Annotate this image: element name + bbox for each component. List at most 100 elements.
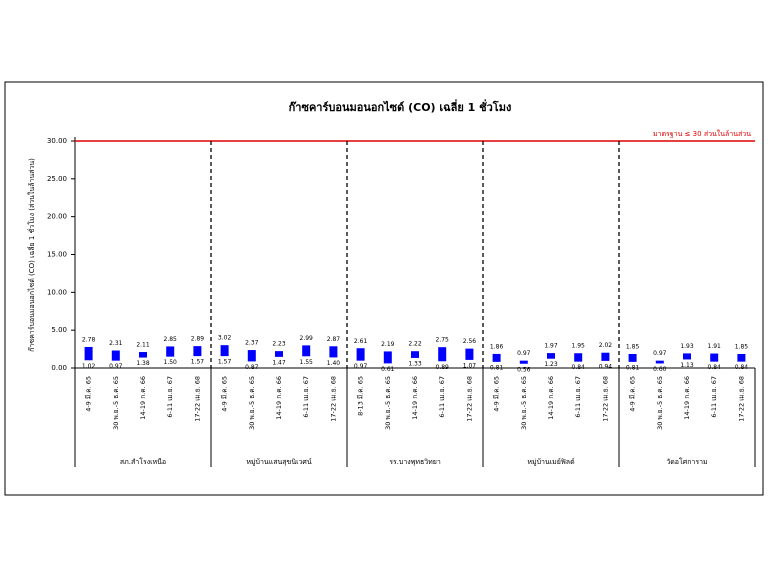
low-label: 1.55 bbox=[300, 359, 314, 366]
low-label: 0.87 bbox=[245, 364, 259, 371]
low-label: 1.40 bbox=[327, 360, 341, 367]
low-label: 1.57 bbox=[191, 359, 205, 366]
x-tick-label: 17-22 เม.ย. 68 bbox=[465, 376, 473, 422]
x-tick-label: 4-9 มี.ค. 65 bbox=[629, 376, 637, 412]
range-bar bbox=[465, 348, 474, 360]
high-label: 2.22 bbox=[408, 341, 422, 348]
low-label: 1.47 bbox=[272, 359, 286, 366]
high-label: 2.85 bbox=[164, 336, 178, 343]
high-label: 2.78 bbox=[82, 336, 96, 343]
x-tick-label: 4-9 มี.ค. 65 bbox=[493, 376, 501, 412]
low-label: 0.81 bbox=[490, 364, 504, 371]
y-tick-label: 0.00 bbox=[51, 364, 67, 372]
x-tick-label: 6-11 เม.ย. 67 bbox=[710, 376, 718, 418]
group-label: รร.บางพุทธวิทยา bbox=[389, 458, 441, 466]
high-label: 2.89 bbox=[191, 336, 205, 343]
chart-title: ก๊าซคาร์บอนมอนอกไซด์ (CO) เฉลี่ย 1 ชั่วโ… bbox=[289, 99, 512, 114]
range-bar bbox=[139, 352, 147, 358]
range-bar bbox=[492, 353, 501, 362]
x-tick-label: 14-19 ก.ค. 66 bbox=[139, 376, 147, 420]
range-bar bbox=[710, 353, 719, 362]
low-label: 1.50 bbox=[164, 359, 178, 366]
range-bar bbox=[220, 345, 229, 357]
x-tick-label: 4-9 มี.ค. 65 bbox=[221, 376, 229, 412]
low-label: 1.02 bbox=[82, 363, 96, 370]
high-label: 2.61 bbox=[354, 338, 368, 345]
y-tick-label: 15.00 bbox=[47, 251, 67, 259]
low-label: 0.97 bbox=[109, 363, 123, 370]
low-label: 1.13 bbox=[680, 362, 694, 369]
high-label: 1.91 bbox=[708, 343, 722, 350]
group-label: วัดอโศการาม bbox=[666, 457, 707, 466]
range-bar bbox=[111, 350, 120, 361]
range-bar bbox=[275, 351, 283, 357]
y-tick-label: 5.00 bbox=[51, 326, 67, 334]
high-label: 0.97 bbox=[517, 350, 531, 357]
x-tick-label: 30 พ.ย.-5 ธ.ค. 65 bbox=[112, 376, 120, 430]
low-label: 0.97 bbox=[354, 363, 368, 370]
x-tick-label: 17-22 เม.ย. 68 bbox=[329, 376, 337, 422]
x-tick-label: 14-19 ก.ค. 66 bbox=[683, 376, 691, 420]
low-label: 1.33 bbox=[408, 360, 422, 367]
high-label: 2.19 bbox=[381, 341, 395, 348]
low-label: 1.38 bbox=[136, 360, 150, 367]
x-tick-label: 6-11 เม.ย. 67 bbox=[302, 376, 310, 418]
high-label: 2.02 bbox=[599, 342, 613, 349]
y-tick-label: 10.00 bbox=[47, 288, 67, 296]
x-tick-label: 30 พ.ย.-5 ธ.ค. 65 bbox=[384, 376, 392, 430]
low-label: 0.84 bbox=[572, 364, 586, 371]
high-label: 2.75 bbox=[436, 337, 450, 344]
range-bar bbox=[737, 354, 746, 362]
high-label: 1.95 bbox=[572, 343, 586, 350]
range-bar bbox=[438, 347, 447, 362]
range-bar bbox=[383, 351, 392, 364]
x-tick-label: 17-22 เม.ย. 68 bbox=[601, 376, 609, 422]
low-label: 0.94 bbox=[599, 363, 613, 370]
y-tick-label: 25.00 bbox=[47, 175, 67, 183]
high-label: 2.87 bbox=[327, 336, 341, 343]
high-label: 0.97 bbox=[653, 350, 667, 357]
x-tick-label: 14-19 ก.ค. 66 bbox=[275, 376, 283, 420]
low-label: 0.81 bbox=[626, 364, 640, 371]
high-label: 2.11 bbox=[136, 342, 150, 349]
y-tick-label: 20.00 bbox=[47, 213, 67, 221]
range-bar bbox=[84, 346, 93, 361]
y-axis-title: ก๊าซคาร์บอนมอนอกไซด์ (CO) เฉลี่ย 1 ชั่วโ… bbox=[27, 158, 36, 352]
range-bar bbox=[411, 351, 419, 358]
range-bar bbox=[519, 360, 528, 364]
high-label: 2.23 bbox=[272, 341, 286, 348]
high-label: 1.93 bbox=[680, 343, 694, 350]
low-label: 0.60 bbox=[653, 366, 667, 373]
x-tick-label: 30 พ.ย.-5 ธ.ค. 65 bbox=[520, 376, 528, 430]
x-tick-label: 8-13 มี.ค. 65 bbox=[357, 376, 365, 416]
x-tick-label: 4-9 มี.ค. 65 bbox=[85, 376, 93, 412]
high-label: 1.86 bbox=[490, 343, 504, 350]
range-bar bbox=[302, 345, 311, 357]
chart-frame bbox=[4, 81, 764, 496]
high-label: 2.37 bbox=[245, 340, 259, 347]
group-label: หมู่บ้านแสนสุขนิเวศน์ bbox=[246, 458, 312, 466]
range-bar bbox=[193, 346, 202, 357]
low-label: 1.07 bbox=[463, 362, 477, 369]
low-label: 0.61 bbox=[381, 366, 395, 373]
range-bar bbox=[247, 350, 256, 362]
threshold-label: มาตรฐาน ≤ 30 ส่วนในล้านส่วน bbox=[653, 129, 751, 138]
range-bar bbox=[601, 352, 610, 361]
low-label: 1.23 bbox=[544, 361, 558, 368]
high-label: 2.56 bbox=[463, 338, 477, 345]
low-label: 0.89 bbox=[436, 364, 450, 371]
low-label: 0.84 bbox=[735, 364, 749, 371]
x-tick-label: 6-11 เม.ย. 67 bbox=[166, 376, 174, 418]
x-tick-label: 30 พ.ย.-5 ธ.ค. 65 bbox=[248, 376, 256, 430]
y-tick-label: 30.00 bbox=[47, 137, 67, 145]
x-tick-label: 17-22 เม.ย. 68 bbox=[193, 376, 201, 422]
range-bar bbox=[628, 354, 637, 362]
x-tick-label: 14-19 ก.ค. 66 bbox=[411, 376, 419, 420]
low-label: 1.57 bbox=[218, 359, 232, 366]
group-label: หมู่บ้านเมย์ฟิลด์ bbox=[527, 458, 574, 466]
x-tick-label: 14-19 ก.ค. 66 bbox=[547, 376, 555, 420]
high-label: 1.85 bbox=[735, 344, 749, 351]
high-label: 1.97 bbox=[544, 343, 558, 350]
x-tick-label: 17-22 เม.ย. 68 bbox=[737, 376, 745, 422]
group-label: สภ.สำโรงเหนือ bbox=[120, 457, 166, 466]
